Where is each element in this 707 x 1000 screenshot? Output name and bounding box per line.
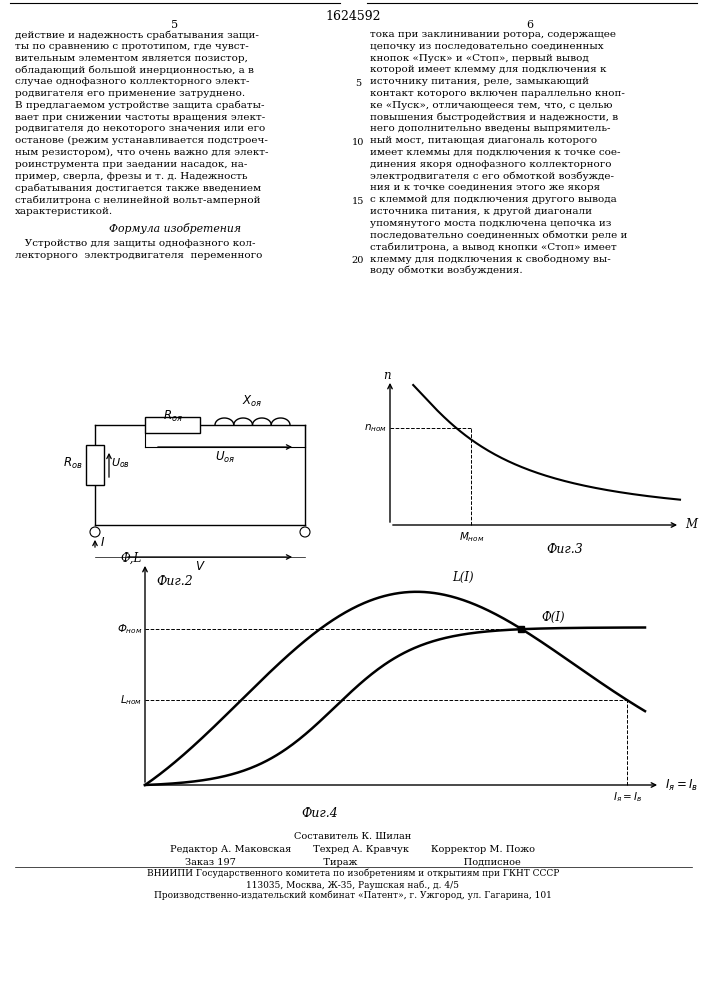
Text: 15: 15 bbox=[352, 197, 364, 206]
Text: 20: 20 bbox=[352, 256, 364, 265]
Text: вительным элементом является позистор,: вительным элементом является позистор, bbox=[15, 54, 248, 63]
Text: характеристикой.: характеристикой. bbox=[15, 207, 113, 216]
Text: которой имеет клемму для подключения к: которой имеет клемму для подключения к bbox=[370, 65, 607, 74]
Text: тока при заклинивании ротора, содержащее: тока при заклинивании ротора, содержащее bbox=[370, 30, 616, 39]
Text: ния и к точке соединения этого же якоря: ния и к точке соединения этого же якоря bbox=[370, 183, 600, 192]
Text: В предлагаемом устройстве защита срабаты-: В предлагаемом устройстве защита срабаты… bbox=[15, 101, 264, 110]
Text: срабатывания достигается также введением: срабатывания достигается также введением bbox=[15, 183, 261, 193]
Text: электродвигателя с его обмоткой возбужде-: электродвигателя с его обмоткой возбужде… bbox=[370, 172, 614, 181]
Text: L(I): L(I) bbox=[452, 571, 474, 584]
Text: 6: 6 bbox=[527, 20, 534, 30]
Text: $L_{ном}$: $L_{ном}$ bbox=[119, 693, 142, 707]
Text: кнопок «Пуск» и «Стоп», первый вывод: кнопок «Пуск» и «Стоп», первый вывод bbox=[370, 54, 589, 63]
Text: ным резистором), что очень важно для элект-: ным резистором), что очень важно для эле… bbox=[15, 148, 269, 157]
Text: n: n bbox=[383, 369, 391, 382]
Text: обладающий большой инерционностью, а в: обладающий большой инерционностью, а в bbox=[15, 65, 254, 75]
Text: Производственно-издательский комбинат «Патент», г. Ужгород, ул. Гагарина, 101: Производственно-издательский комбинат «П… bbox=[154, 891, 552, 900]
Text: Формула изобретения: Формула изобретения bbox=[109, 223, 241, 234]
Text: пример, сверла, фрезы и т. д. Надежность: пример, сверла, фрезы и т. д. Надежность bbox=[15, 172, 247, 181]
Text: $I_я=I_в$: $I_я=I_в$ bbox=[665, 777, 698, 793]
Text: действие и надежность срабатывания защи-: действие и надежность срабатывания защи- bbox=[15, 30, 259, 39]
Text: контакт которого включен параллельно кноп-: контакт которого включен параллельно кно… bbox=[370, 89, 625, 98]
Text: цепочку из последовательно соединенных: цепочку из последовательно соединенных bbox=[370, 42, 604, 51]
Circle shape bbox=[90, 527, 100, 537]
Text: Фиг.3: Фиг.3 bbox=[547, 543, 583, 556]
Text: стабилитрона, а вывод кнопки «Стоп» имеет: стабилитрона, а вывод кнопки «Стоп» имее… bbox=[370, 242, 617, 252]
Text: $I$: $I$ bbox=[100, 536, 105, 550]
Text: $Ф_{ном}$: $Ф_{ном}$ bbox=[117, 622, 142, 636]
Text: Заказ 197                            Тираж                                  Подп: Заказ 197 Тираж Подп bbox=[185, 858, 521, 867]
Text: ный мост, питающая диагональ которого: ный мост, питающая диагональ которого bbox=[370, 136, 597, 145]
Text: $n_{ном}$: $n_{ном}$ bbox=[364, 422, 387, 434]
Text: упомянутого моста подключена цепочка из: упомянутого моста подключена цепочка из bbox=[370, 219, 612, 228]
Text: $U_{ов}$: $U_{ов}$ bbox=[111, 456, 130, 470]
Text: источнику питания, реле, замыкающий: источнику питания, реле, замыкающий bbox=[370, 77, 589, 86]
Text: него дополнительно введены выпрямитель-: него дополнительно введены выпрямитель- bbox=[370, 124, 611, 133]
Text: имеет клеммы для подключения к точке сое-: имеет клеммы для подключения к точке сое… bbox=[370, 148, 621, 157]
Text: Составитель К. Шилан: Составитель К. Шилан bbox=[294, 832, 411, 841]
Text: Ф(I): Ф(I) bbox=[541, 611, 565, 624]
Text: ке «Пуск», отличающееся тем, что, с целью: ке «Пуск», отличающееся тем, что, с цель… bbox=[370, 101, 612, 110]
Text: $U_{оя}$: $U_{оя}$ bbox=[215, 450, 235, 465]
Bar bbox=[145, 417, 200, 433]
Text: стабилитрона с нелинейной вольт-амперной: стабилитрона с нелинейной вольт-амперной bbox=[15, 195, 260, 205]
Text: динения якоря однофазного коллекторного: динения якоря однофазного коллекторного bbox=[370, 160, 612, 169]
Text: Устройство для защиты однофазного кол-: Устройство для защиты однофазного кол- bbox=[15, 239, 255, 248]
Text: $X_{оя}$: $X_{оя}$ bbox=[243, 394, 262, 409]
Text: родвигателя его применение затруднено.: родвигателя его применение затруднено. bbox=[15, 89, 245, 98]
Text: с клеммой для подключения другого вывода: с клеммой для подключения другого вывода bbox=[370, 195, 617, 204]
Text: 5: 5 bbox=[355, 79, 361, 88]
Text: 1624592: 1624592 bbox=[325, 10, 381, 23]
Text: источника питания, к другой диагонали: источника питания, к другой диагонали bbox=[370, 207, 592, 216]
Text: повышения быстродействия и надежности, в: повышения быстродействия и надежности, в bbox=[370, 113, 618, 122]
Text: случае однофазного коллекторного элект-: случае однофазного коллекторного элект- bbox=[15, 77, 250, 86]
Text: $M_{ном}$: $M_{ном}$ bbox=[459, 530, 484, 544]
Bar bbox=[86, 445, 104, 485]
Text: роинструмента при заедании насадок, на-: роинструмента при заедании насадок, на- bbox=[15, 160, 247, 169]
Text: $R_{оя}$: $R_{оя}$ bbox=[163, 409, 182, 424]
Text: $R_{ов}$: $R_{ов}$ bbox=[64, 455, 83, 471]
Text: Ф,L: Ф,L bbox=[121, 552, 142, 565]
Text: клемму для подключения к свободному вы-: клемму для подключения к свободному вы- bbox=[370, 254, 611, 264]
Text: останове (режим устанавливается подстроеч-: останове (режим устанавливается подстрое… bbox=[15, 136, 268, 145]
Circle shape bbox=[300, 527, 310, 537]
Text: последовательно соединенных обмотки реле и: последовательно соединенных обмотки реле… bbox=[370, 231, 627, 240]
Text: вает при снижении частоты вращения элект-: вает при снижении частоты вращения элект… bbox=[15, 113, 265, 122]
Text: Фиг.4: Фиг.4 bbox=[302, 807, 339, 820]
Text: ты по сравнению с прототипом, где чувст-: ты по сравнению с прототипом, где чувст- bbox=[15, 42, 249, 51]
Text: 10: 10 bbox=[352, 138, 364, 147]
Text: лекторного  электродвигателя  переменного: лекторного электродвигателя переменного bbox=[15, 251, 262, 260]
Text: ВНИИПИ Государственного комитета по изобретениям и открытиям при ГКНТ СССР: ВНИИПИ Государственного комитета по изоб… bbox=[147, 869, 559, 879]
Text: $V$: $V$ bbox=[194, 560, 205, 573]
Text: Фиг.2: Фиг.2 bbox=[157, 575, 194, 588]
Text: воду обмотки возбуждения.: воду обмотки возбуждения. bbox=[370, 266, 522, 275]
Text: M: M bbox=[685, 518, 697, 532]
Text: $I_я=I_в$: $I_я=I_в$ bbox=[613, 790, 642, 804]
Text: 5: 5 bbox=[171, 20, 179, 30]
Text: 113035, Москва, Ж-35, Раушская наб., д. 4/5: 113035, Москва, Ж-35, Раушская наб., д. … bbox=[247, 880, 460, 890]
Text: родвигателя до некоторого значения или его: родвигателя до некоторого значения или е… bbox=[15, 124, 265, 133]
Text: Редактор А. Маковская       Техред А. Кравчук       Корректор М. Пожо: Редактор А. Маковская Техред А. Кравчук … bbox=[170, 845, 535, 854]
